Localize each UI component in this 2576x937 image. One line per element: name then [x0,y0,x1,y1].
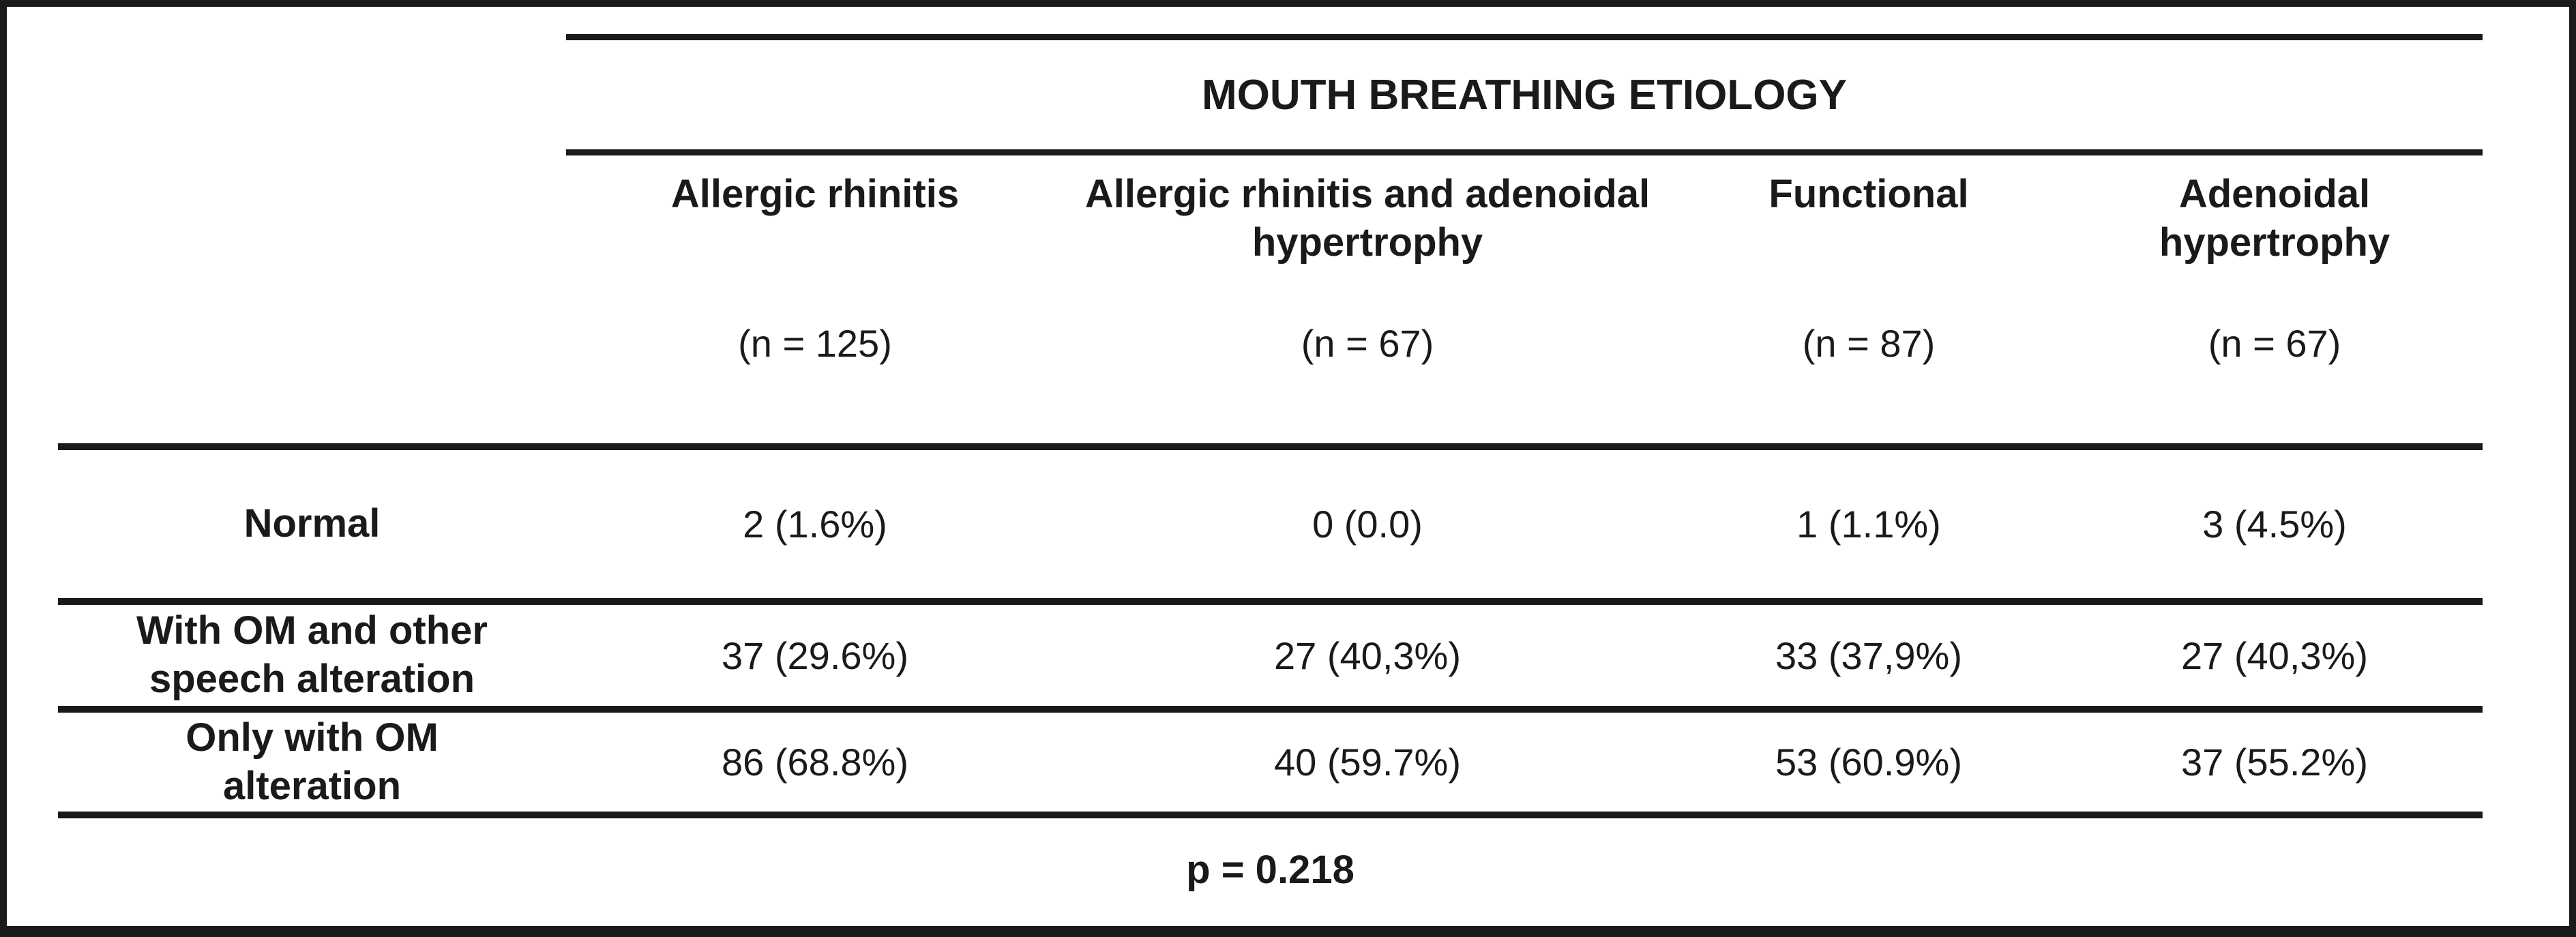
table-cell: 27 (40,3%) [2181,634,2368,677]
table-spanner-title: MOUTH BREATHING ETIOLOGY [1201,71,1848,119]
column-label: Allergic rhinitis and adenoidal hypertro… [1084,172,1650,265]
table-cell: 37 (55.2%) [2181,741,2368,784]
statistics-table: MOUTH BREATHING ETIOLOGY Allergic rhinit… [58,8,2483,921]
row-divider [58,812,2483,818]
row-divider [58,598,2483,605]
table-cell: 0 (0.0) [1312,503,1423,546]
column-label: Adenoidal hypertrophy [2159,172,2390,265]
row-label: With OM and other speech alteration [136,608,488,701]
p-value-footer: p = 0.218 [1186,847,1354,892]
table-row-normal: Normal 2 (1.6%) 0 (0.0) 1 (1.1%) 3 (4.5%… [58,450,2483,598]
row-label: Normal [243,501,381,546]
column-n-count: (n = 67) [2208,322,2341,365]
table-cell: 2 (1.6%) [743,503,887,546]
column-header-allergic-rhinitis-adenoidal: Allergic rhinitis and adenoidal hypertro… [1064,155,1671,366]
spanner-bottom-rule [566,149,2483,155]
column-n-count: (n = 67) [1301,322,1434,365]
table-row-only-with-om: Only with OM alteration 86 (68.8%) 40 (5… [58,713,2483,812]
table-cell: 27 (40,3%) [1274,634,1461,677]
row-divider [58,706,2483,713]
column-n-count: (n = 125) [738,322,892,365]
column-header-row: Allergic rhinitis (n = 125) Allergic rhi… [58,155,2483,443]
column-header-adenoidal-hypertrophy: Adenoidal hypertrophy (n = 67) [2067,155,2483,366]
table-row-with-om-and-other: With OM and other speech alteration 37 (… [58,605,2483,706]
column-header-functional: Functional (n = 87) [1671,155,2067,366]
column-n-count: (n = 87) [1802,322,1936,365]
table-cell: 53 (60.9%) [1775,741,1962,784]
spanner-top-rule [566,34,2483,40]
table-cell: 3 (4.5%) [2202,503,2347,546]
column-header-allergic-rhinitis: Allergic rhinitis (n = 125) [566,155,1064,366]
table-cell: 37 (29.6%) [722,634,908,677]
table-cell: 33 (37,9%) [1775,634,1962,677]
column-label: Allergic rhinitis [670,172,960,216]
column-label: Functional [1768,172,1969,216]
row-label: Only with OM alteration [186,715,439,808]
table-cell: 86 (68.8%) [722,741,908,784]
row-divider [58,443,2483,450]
table-cell: 40 (59.7%) [1274,741,1461,784]
table-cell: 1 (1.1%) [1796,503,1941,546]
